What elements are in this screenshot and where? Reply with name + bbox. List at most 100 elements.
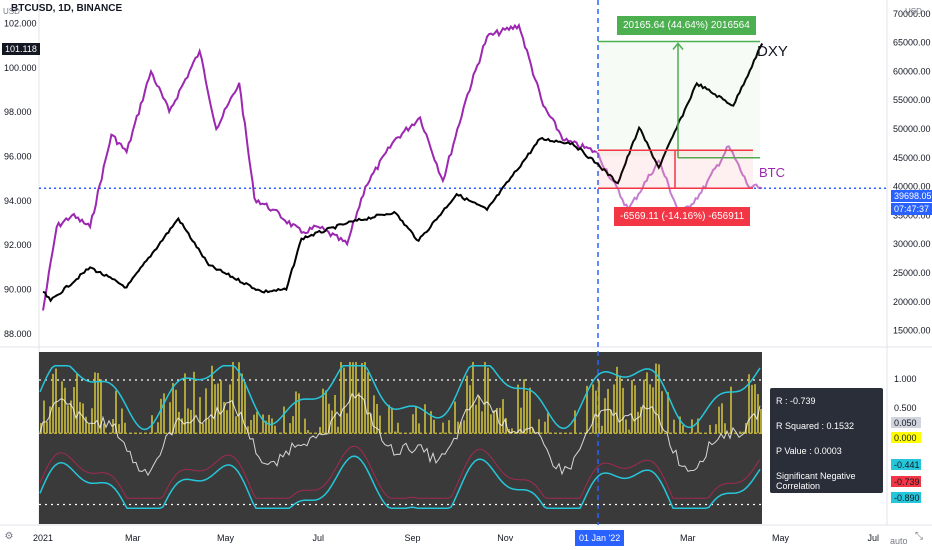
histogram-bar — [667, 392, 669, 434]
indicator-value-box — [891, 459, 921, 470]
histogram-bar — [49, 406, 51, 434]
histogram-bar — [187, 408, 189, 434]
histogram-bar — [265, 420, 267, 434]
histogram-bar — [88, 423, 90, 434]
histogram-bar — [292, 416, 294, 434]
histogram-bar — [64, 387, 66, 434]
histogram-bar — [337, 426, 339, 434]
x-axis-tick: May — [217, 533, 235, 543]
histogram-bar — [595, 390, 597, 434]
histogram-bar — [115, 390, 117, 434]
zoom-icon[interactable]: ⤡ — [915, 531, 923, 542]
x-axis-tick: May — [772, 533, 790, 543]
histogram-bar — [721, 403, 723, 434]
indicator-axis-tick: -0.739 — [894, 477, 920, 487]
left-axis-tick: 100.000 — [4, 63, 37, 73]
auto-scale-icon[interactable]: auto — [890, 536, 908, 546]
left-price-label: 101.118 — [2, 43, 40, 55]
histogram-bar — [199, 397, 201, 434]
histogram-bar — [343, 367, 345, 434]
right-axis-tick: 60000.00 — [893, 66, 931, 76]
indicator-axis-tick: -0.441 — [894, 460, 920, 470]
histogram-bar — [496, 408, 498, 434]
histogram-bar — [505, 418, 507, 434]
r-value-line — [39, 392, 761, 477]
right-axis-tick: 65000.00 — [893, 38, 931, 48]
histogram-bar — [379, 415, 381, 434]
histogram-bar — [253, 414, 255, 434]
histogram-bar — [289, 423, 291, 434]
x-axis-tick: Mar — [680, 533, 696, 543]
histogram-bar — [94, 372, 96, 434]
histogram-bar — [718, 406, 720, 434]
histogram-bar — [544, 421, 546, 434]
indicator-axis-tick: 0.500 — [894, 403, 917, 413]
histogram-bar — [235, 416, 237, 434]
up-measure-label: 20165.64 (44.64%) 2016564 — [617, 16, 756, 35]
histogram-bar — [625, 419, 627, 434]
x-axis-tick: 2021 — [33, 533, 53, 543]
histogram-bar — [373, 395, 375, 434]
histogram-bar — [184, 373, 186, 434]
left-currency-label: USD — [3, 7, 20, 16]
histogram-bar — [85, 416, 87, 434]
histogram-bar — [349, 362, 351, 434]
histogram-bar — [205, 388, 207, 434]
histogram-bar — [352, 362, 354, 434]
histogram-bar — [247, 426, 249, 434]
settings-gear-icon[interactable]: ⚙ — [4, 531, 14, 542]
histogram-bar — [724, 423, 726, 434]
histogram-bar — [478, 396, 480, 434]
histogram-bar — [226, 410, 228, 434]
histogram-bar — [118, 424, 120, 434]
histogram-bar — [586, 385, 588, 434]
indicator-value-box — [891, 476, 921, 487]
histogram-bar — [463, 420, 465, 434]
histogram-bar — [160, 398, 162, 434]
histogram-bar — [208, 418, 210, 434]
histogram-bar — [454, 401, 456, 434]
histogram-bar — [460, 422, 462, 434]
right-currency-label: USD — [905, 7, 922, 16]
histogram-bar — [100, 379, 102, 434]
histogram-bar — [178, 411, 180, 434]
histogram-bar — [640, 406, 642, 434]
histogram-bar — [172, 383, 174, 434]
histogram-bar — [466, 375, 468, 434]
histogram-bar — [574, 410, 576, 434]
histogram-bar — [697, 418, 699, 434]
indicator-value-box — [891, 432, 921, 443]
histogram-bar — [622, 387, 624, 434]
histogram-bar — [70, 400, 72, 434]
histogram-bar — [328, 403, 330, 434]
histogram-bar — [157, 422, 159, 434]
histogram-bar — [325, 390, 327, 434]
right-price-label: 39698.05 — [891, 190, 932, 202]
histogram-bar — [376, 403, 378, 434]
histogram-bar — [334, 395, 336, 434]
indicator-value-box — [891, 417, 921, 428]
histogram-bar — [298, 393, 300, 434]
histogram-bar — [67, 405, 69, 434]
histogram-bar — [220, 380, 222, 434]
histogram-bar — [241, 373, 243, 434]
x-axis-tick: Sep — [404, 533, 420, 543]
series-line-btc — [42, 22, 597, 311]
histogram-bar — [58, 407, 60, 434]
histogram-bar — [652, 387, 654, 434]
histogram-bar — [358, 392, 360, 434]
histogram-bar — [628, 429, 630, 434]
histogram-bar — [517, 384, 519, 434]
histogram-bar — [487, 367, 489, 434]
histogram-bar — [481, 411, 483, 434]
upper-band-line — [39, 365, 761, 431]
histogram-bar — [262, 414, 264, 434]
indicator-axis-tick: 0.000 — [894, 433, 917, 443]
right-axis-tick: 55000.00 — [893, 95, 931, 105]
histogram-bar — [538, 419, 540, 434]
histogram-bar — [346, 413, 348, 434]
histogram-bar — [367, 372, 369, 434]
histogram-bar — [91, 408, 93, 434]
histogram-bar — [238, 362, 240, 434]
